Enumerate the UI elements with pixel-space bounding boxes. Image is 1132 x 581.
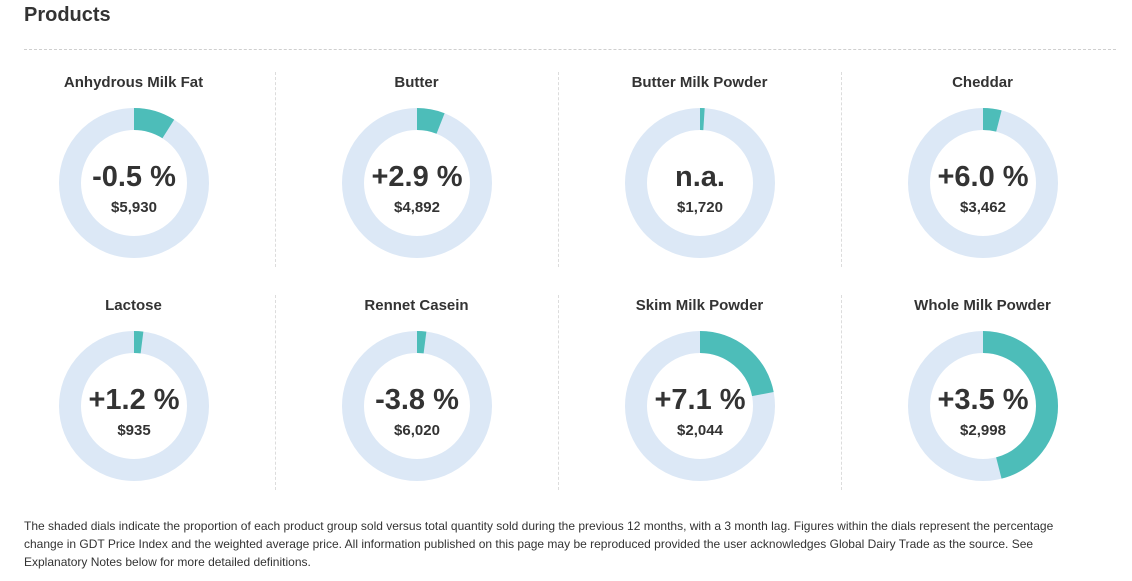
proportion-dial: n.a. $1,720 <box>624 107 776 259</box>
price-change: +2.9 % <box>371 161 463 193</box>
product-name: Rennet Casein <box>364 297 469 314</box>
dial-fill <box>342 108 492 258</box>
dial-fill <box>908 108 1058 258</box>
proportion-dial: -3.8 % $6,020 <box>341 330 493 482</box>
product-name: Anhydrous Milk Fat <box>63 74 204 91</box>
proportion-dial: +3.5 % $2,998 <box>907 330 1059 482</box>
product-card-whole-milk-powder[interactable]: Whole Milk Powder +3.5 % $2,998 <box>841 281 1124 504</box>
proportion-dial: +6.0 % $3,462 <box>907 107 1059 259</box>
product-card-anhydrous-milk-fat[interactable]: Anhydrous Milk Fat -0.5 % $5,930 <box>0 58 275 281</box>
average-price: $6,020 <box>394 422 440 439</box>
average-price: $2,998 <box>960 422 1006 439</box>
average-price: $1,720 <box>677 199 723 216</box>
dial-fill <box>625 108 775 258</box>
product-card-skim-milk-powder[interactable]: Skim Milk Powder +7.1 % $2,044 <box>558 281 841 504</box>
product-card-butter-milk-powder[interactable]: Butter Milk Powder n.a. $1,720 <box>558 58 841 281</box>
product-name: Whole Milk Powder <box>914 297 1051 314</box>
proportion-dial: +2.9 % $4,892 <box>341 107 493 259</box>
price-change: +7.1 % <box>654 384 746 416</box>
dial-fill <box>908 331 1058 481</box>
product-name: Skim Milk Powder <box>635 297 764 314</box>
product-name: Butter Milk Powder <box>631 74 768 91</box>
dial-fill <box>59 331 209 481</box>
average-price: $935 <box>117 422 151 439</box>
footnote: The shaded dials indicate the proportion… <box>24 519 1054 569</box>
page-title: Products <box>24 4 111 26</box>
dial-fill <box>59 108 209 258</box>
product-name: Lactose <box>105 297 162 314</box>
average-price: $3,462 <box>960 199 1006 216</box>
dial-fill <box>342 331 492 481</box>
price-change: -3.8 % <box>375 384 459 416</box>
product-card-rennet-casein[interactable]: Rennet Casein -3.8 % $6,020 <box>275 281 558 504</box>
average-price: $5,930 <box>111 199 157 216</box>
price-change: +6.0 % <box>937 161 1029 193</box>
product-name: Cheddar <box>952 74 1013 91</box>
price-change: +1.2 % <box>88 384 180 416</box>
price-change: n.a. <box>675 161 725 193</box>
product-name: Butter <box>394 74 439 91</box>
dial-fill <box>625 331 775 481</box>
proportion-dial: -0.5 % $5,930 <box>58 107 210 259</box>
price-change: +3.5 % <box>937 384 1029 416</box>
price-change: -0.5 % <box>92 161 176 193</box>
product-card-butter[interactable]: Butter +2.9 % $4,892 <box>275 58 558 281</box>
proportion-dial: +7.1 % $2,044 <box>624 330 776 482</box>
product-card-cheddar[interactable]: Cheddar +6.0 % $3,462 <box>841 58 1124 281</box>
product-card-lactose[interactable]: Lactose +1.2 % $935 <box>0 281 275 504</box>
divider <box>24 49 1116 50</box>
average-price: $4,892 <box>394 199 440 216</box>
proportion-dial: +1.2 % $935 <box>58 330 210 482</box>
products-grid: Anhydrous Milk Fat -0.5 % $5,930 Butter … <box>0 58 1124 504</box>
average-price: $2,044 <box>677 422 723 439</box>
